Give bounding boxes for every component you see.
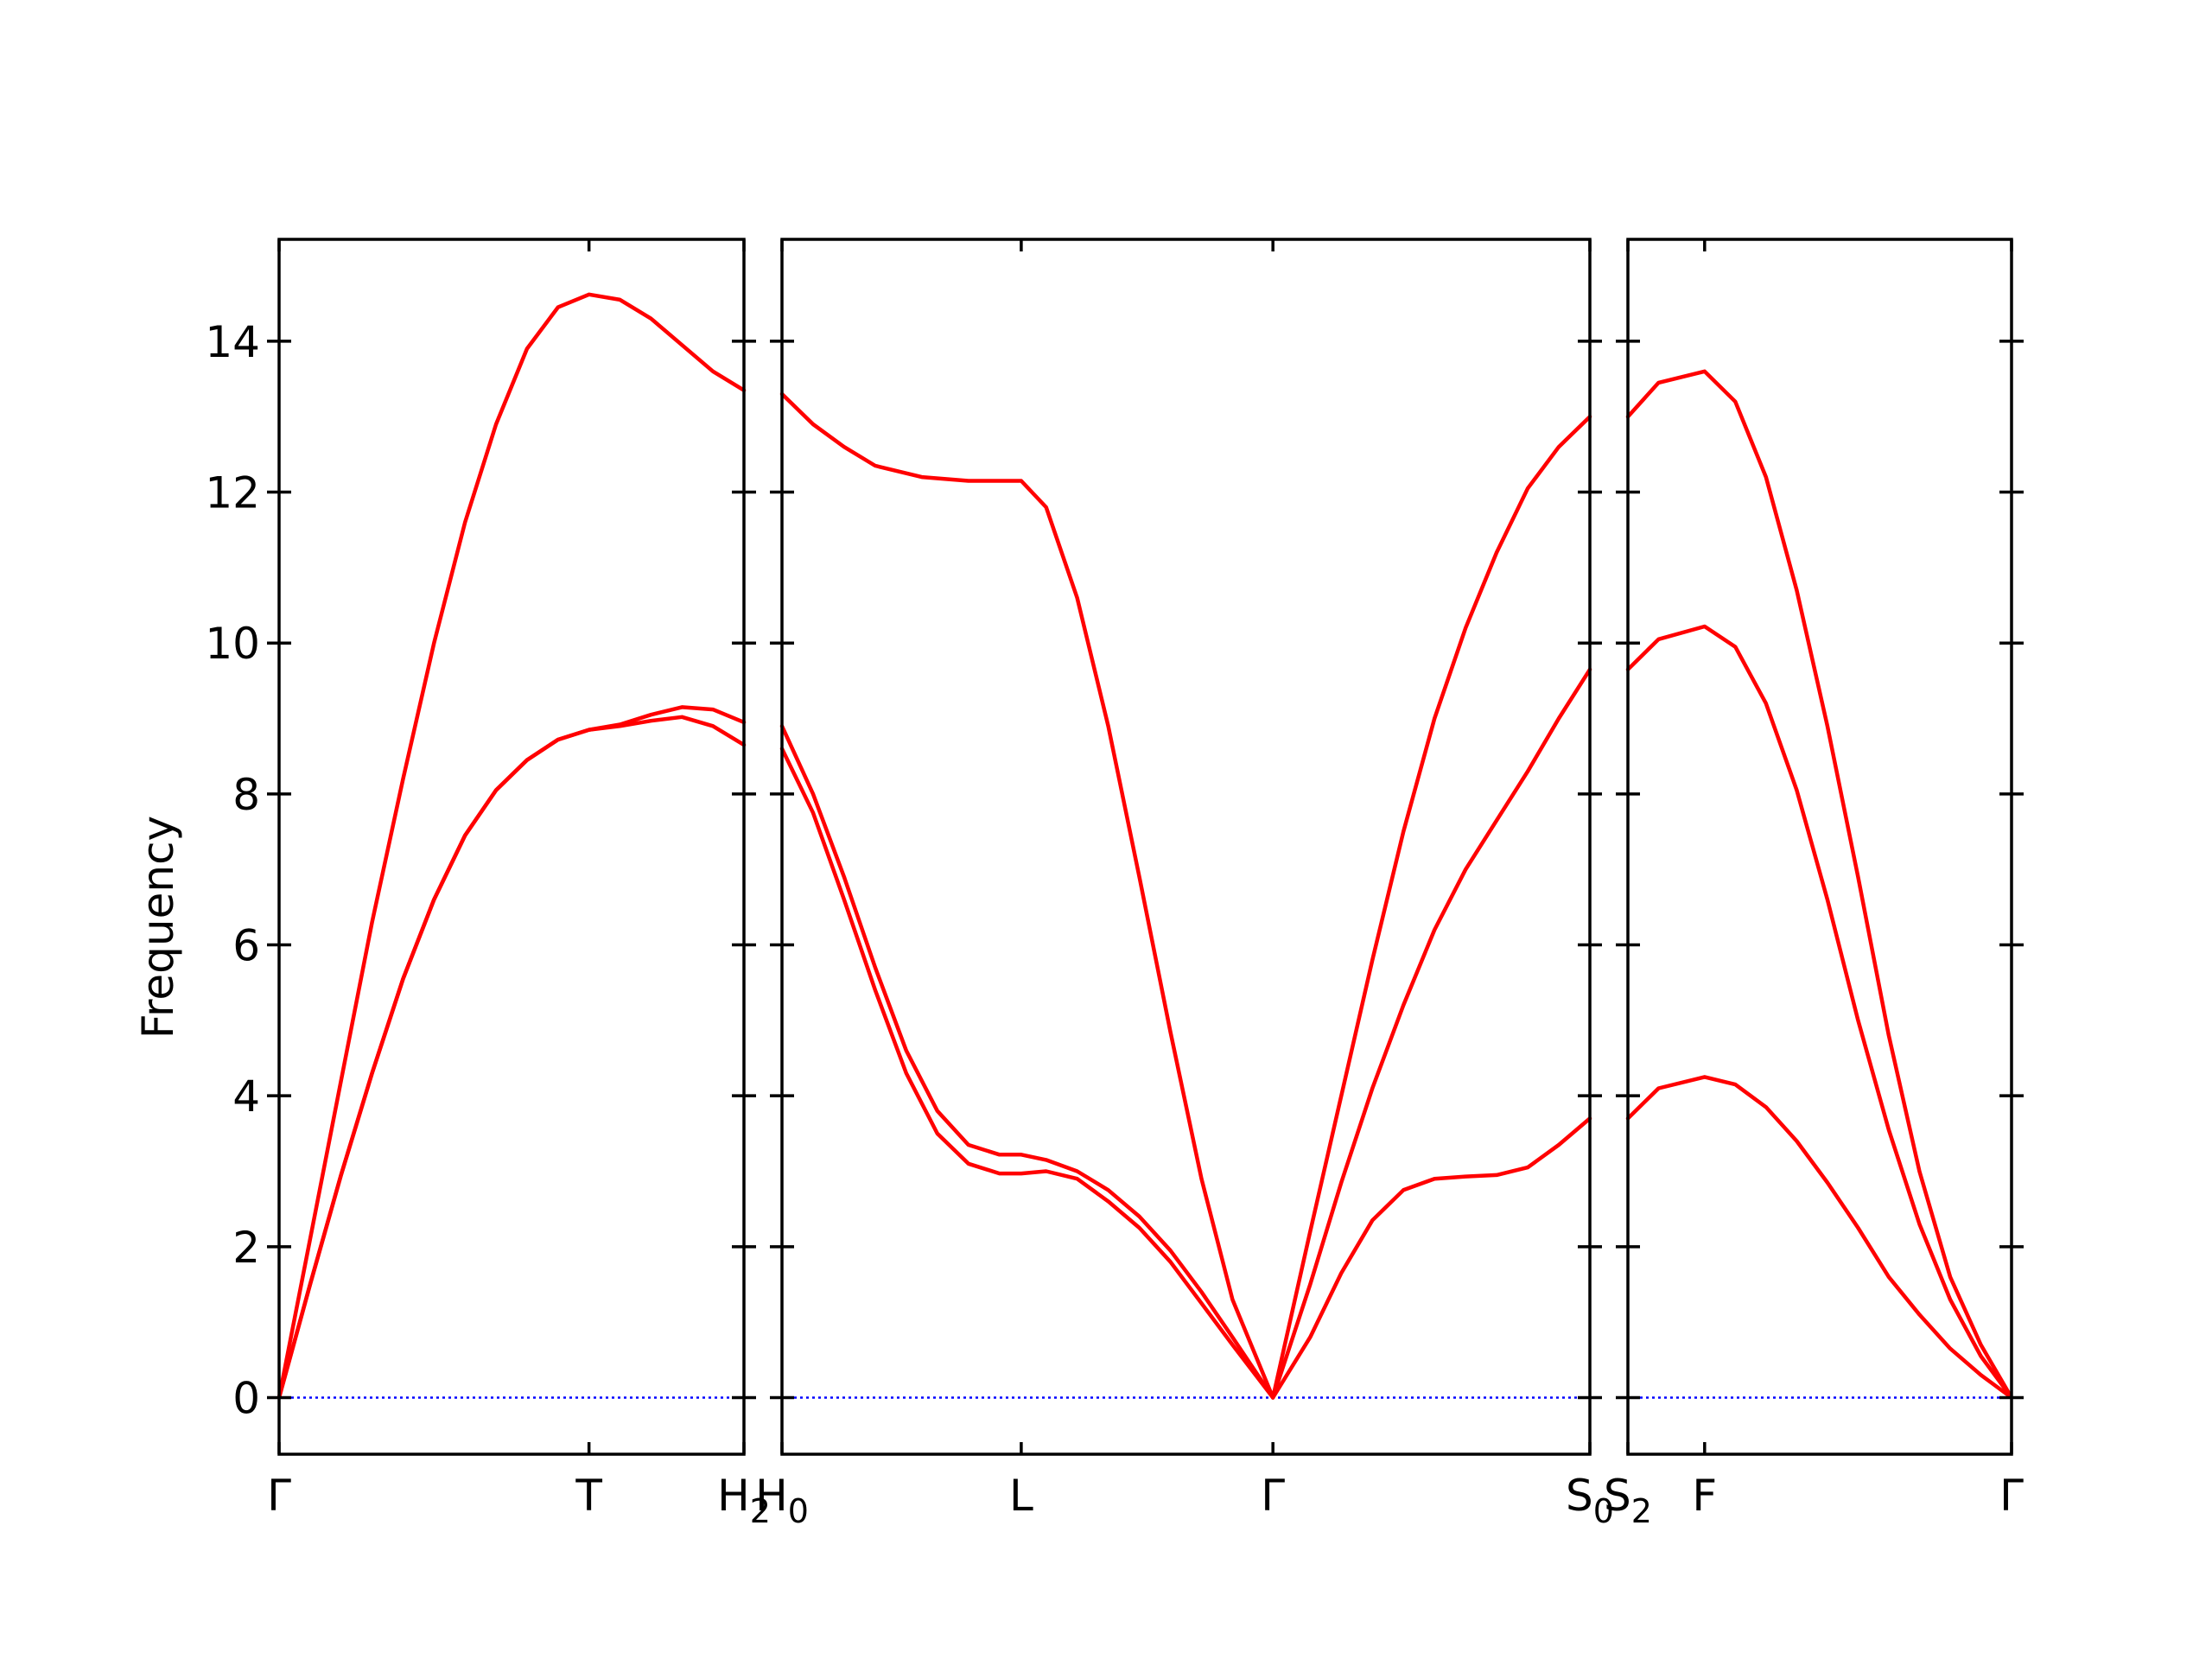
band-line-3 [779, 747, 1592, 1400]
x-tick-label: Γ [1999, 1471, 2024, 1521]
x-tick-label-main: H [717, 1471, 750, 1521]
x-tick-label-main: L [1009, 1471, 1033, 1521]
band-line-2 [779, 667, 1592, 1400]
x-tick-label-subscript: 2 [1631, 1492, 1652, 1530]
x-tick-label: S2 [1604, 1471, 1652, 1530]
x-tick-label-main: S [1604, 1471, 1631, 1521]
x-tick-label: Γ [1261, 1471, 1285, 1521]
panel-1: Γ T H2 [267, 238, 771, 1530]
x-tick-label: H0 [755, 1471, 809, 1530]
x-tick-label-main: T [575, 1471, 602, 1521]
x-tick-label-main: H [755, 1471, 788, 1521]
x-tick-label-main: F [1692, 1471, 1717, 1521]
x-tick-label: F [1692, 1471, 1717, 1521]
band-line-3 [276, 705, 747, 1400]
panel-frame [1626, 238, 2013, 1456]
y-tick-label: 14 [205, 317, 260, 367]
x-tick-label: T [575, 1471, 602, 1521]
x-tick-label: S0 [1566, 1471, 1614, 1530]
band-line-2 [276, 715, 747, 1400]
y-tick-label: 12 [205, 468, 260, 518]
y-tick-label: 2 [232, 1223, 260, 1273]
panel-frame [277, 238, 746, 1456]
y-tick-label: 10 [205, 619, 260, 669]
x-tick-label-main: Γ [1261, 1471, 1285, 1521]
y-tick-label: 4 [232, 1071, 260, 1122]
band-line-1 [779, 391, 1592, 1400]
band-line-2 [1625, 624, 2014, 1400]
y-tick-label: 0 [232, 1374, 260, 1424]
x-tick-label-main: Γ [267, 1471, 291, 1521]
x-tick-label: Γ [267, 1471, 291, 1521]
x-tick-label-subscript: 0 [788, 1492, 809, 1530]
y-tick-label: 6 [232, 921, 260, 971]
x-tick-label: L [1009, 1471, 1033, 1521]
y-axis-label: Frequency [133, 816, 183, 1039]
x-tick-label-subscript: 0 [1593, 1492, 1614, 1530]
y-tick-label: 8 [232, 770, 260, 820]
band-line-1 [276, 292, 747, 1400]
panel-frame [780, 238, 1592, 1456]
x-tick-label-main: S [1566, 1471, 1593, 1521]
x-tick-label-subscript: 2 [750, 1492, 771, 1530]
band-line-1 [1625, 369, 2014, 1400]
panel-3: S2 F Γ [1604, 238, 2024, 1530]
panel-2: H0 L Γ S0 [755, 238, 1614, 1530]
band-line-3 [1625, 1075, 2014, 1400]
x-tick-label-main: Γ [1999, 1471, 2024, 1521]
x-tick-label: H2 [717, 1471, 771, 1530]
